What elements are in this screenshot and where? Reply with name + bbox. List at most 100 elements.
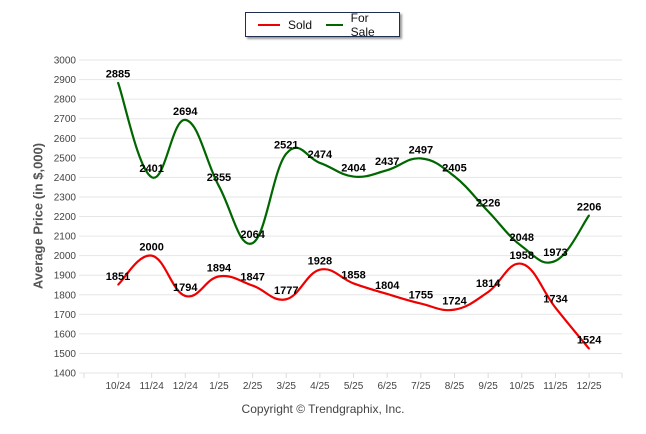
data-label-for-sale: 2497 xyxy=(409,144,433,156)
y-axis-ticks: 3000 2900 2800 2700 2600 2500 2400 2300 2200 2100… xyxy=(54,56,77,380)
x-tick-label: 2/25 xyxy=(243,381,263,392)
data-label-for-sale: 2206 xyxy=(577,201,601,213)
y-tick-label: 1800 xyxy=(54,290,77,301)
data-label-for-sale: 2404 xyxy=(341,163,366,175)
x-tick-label: 11/24 xyxy=(140,381,165,392)
data-point-sold xyxy=(150,254,153,257)
x-tick-label: 10/25 xyxy=(509,381,534,392)
y-tick-label: 1900 xyxy=(54,271,77,282)
data-point-for-sale xyxy=(453,175,456,178)
data-label-for-sale: 2226 xyxy=(476,197,500,209)
y-tick-label: 2200 xyxy=(54,212,77,223)
y-tick-label: 2100 xyxy=(54,232,77,243)
data-label-sold: 1755 xyxy=(409,290,433,302)
data-point-for-sale xyxy=(117,81,119,84)
data-label-for-sale: 2521 xyxy=(274,140,298,152)
data-point-for-sale xyxy=(588,214,590,217)
data-point-for-sale xyxy=(554,260,557,262)
data-point-sold xyxy=(251,284,254,287)
data-label-sold: 1734 xyxy=(543,294,568,306)
data-point-for-sale xyxy=(521,245,523,248)
data-point-sold xyxy=(453,308,456,311)
data-label-for-sale: 2694 xyxy=(173,106,198,118)
copyright-footer: Copyright © Trendgraphix, Inc. xyxy=(241,402,405,416)
y-tick-label: 2500 xyxy=(54,153,77,164)
y-tick-label: 2600 xyxy=(54,134,77,145)
data-point-sold xyxy=(352,282,355,285)
data-label-sold: 1814 xyxy=(476,278,501,290)
legend-label-for-sale: For Sale xyxy=(350,10,375,39)
data-point-sold xyxy=(554,306,557,309)
data-label-sold: 1894 xyxy=(207,262,232,274)
data-point-sold xyxy=(285,298,288,301)
data-point-sold xyxy=(420,302,422,305)
data-label-for-sale: 2437 xyxy=(375,156,399,168)
data-point-sold xyxy=(218,275,220,278)
y-tick-label: 1600 xyxy=(54,329,77,340)
data-label-sold: 1524 xyxy=(577,335,602,347)
data-point-for-sale xyxy=(285,152,288,155)
data-point-for-sale xyxy=(150,176,153,178)
x-tick-label: 11/25 xyxy=(543,381,568,392)
y-tick-label: 1700 xyxy=(54,310,77,321)
y-tick-label: 2300 xyxy=(54,192,77,203)
data-point-sold xyxy=(184,295,187,297)
data-point-for-sale xyxy=(352,175,355,178)
data-point-sold xyxy=(521,263,523,265)
data-point-for-sale xyxy=(184,119,187,121)
gridlines xyxy=(79,59,622,374)
x-tick-label: 6/25 xyxy=(377,381,397,392)
series-lines xyxy=(116,81,591,350)
y-tick-label: 2700 xyxy=(54,114,77,125)
y-tick-label: 2000 xyxy=(54,251,77,262)
y-tick-label: 2900 xyxy=(54,75,77,86)
data-label-sold: 2000 xyxy=(139,242,163,254)
x-tick-label: 1/25 xyxy=(209,381,229,392)
data-point-for-sale xyxy=(319,162,321,164)
data-labels: 1851 2000 1794 1894 1847 1777 1928 1858 1804 1755… xyxy=(106,68,602,346)
x-tick-label: 7/25 xyxy=(411,381,431,392)
legend-label-sold: Sold xyxy=(288,17,313,32)
x-tick-label: 12/25 xyxy=(577,381,602,392)
data-label-sold: 1724 xyxy=(442,296,467,308)
y-tick-label: 2800 xyxy=(54,95,77,106)
legend: Sold For Sale xyxy=(245,11,400,39)
data-label-for-sale: 2355 xyxy=(207,172,231,184)
y-tick-label: 3000 xyxy=(54,56,77,67)
data-point-for-sale xyxy=(487,210,489,213)
x-tick-label: 8/25 xyxy=(445,381,465,392)
legend-swatch-for-sale xyxy=(326,23,343,26)
legend-item-sold[interactable]: Sold xyxy=(258,18,312,32)
data-point-sold xyxy=(319,268,321,271)
data-label-for-sale: 2474 xyxy=(308,149,333,161)
data-label-sold: 1928 xyxy=(308,256,332,268)
data-label-for-sale: 2405 xyxy=(442,162,466,174)
data-point-for-sale xyxy=(420,157,422,160)
data-label-sold: 1804 xyxy=(375,280,400,292)
data-label-sold: 1958 xyxy=(510,250,534,262)
data-label-sold: 1777 xyxy=(274,285,298,297)
data-label-for-sale: 2048 xyxy=(510,232,534,244)
data-point-for-sale xyxy=(218,185,220,187)
x-tick-label: 5/25 xyxy=(344,381,364,392)
data-point-sold xyxy=(588,347,590,350)
x-tick-label: 10/24 xyxy=(105,381,130,392)
x-tick-label: 3/25 xyxy=(277,381,297,392)
y-tick-label: 2400 xyxy=(54,173,77,184)
x-tick-label: 12/24 xyxy=(173,381,198,392)
x-tick-label: 9/25 xyxy=(478,381,498,392)
data-label-sold: 1851 xyxy=(106,271,130,283)
data-label-for-sale: 2401 xyxy=(139,163,163,175)
data-label-sold: 1794 xyxy=(173,282,198,294)
data-label-sold: 1858 xyxy=(341,269,365,281)
x-tick-label: 4/25 xyxy=(310,381,330,392)
data-point-for-sale xyxy=(251,242,254,244)
legend-item-for-sale[interactable]: For Sale xyxy=(326,11,385,39)
data-point-for-sale xyxy=(386,169,389,171)
data-label-for-sale: 1973 xyxy=(543,247,567,259)
y-tick-label: 1500 xyxy=(54,349,77,360)
data-label-for-sale: 2885 xyxy=(106,68,130,80)
y-axis-title: Average Price (in $,000) xyxy=(30,142,46,290)
y-tick-label: 1400 xyxy=(54,369,77,380)
